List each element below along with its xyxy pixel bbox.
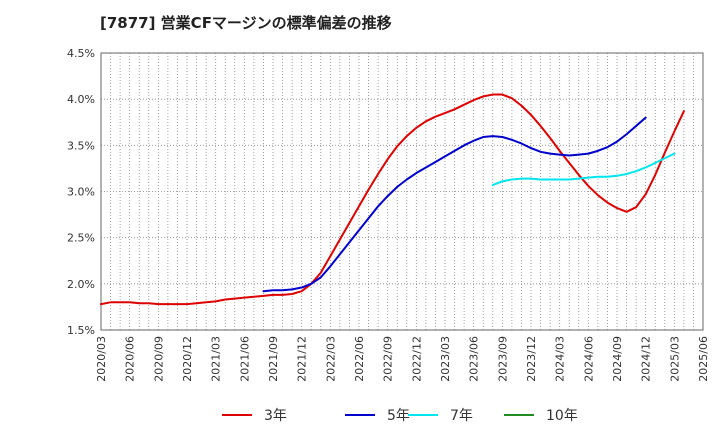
legend-item-3年: 3年 [222,408,287,424]
legend-label: 10年 [546,408,578,424]
legend-item-10年: 10年 [504,408,578,424]
y-tick-label: 3.5% [67,139,95,152]
legend-label: 3年 [264,408,287,424]
x-tick-label: 2022/06 [353,336,366,382]
x-tick-label: 2020/12 [181,336,194,382]
y-axis: 1.5% 2.0% 2.5% 3.0% 3.5% 4.0% 4.5% [67,47,95,337]
y-tick-label: 3.0% [67,186,95,199]
x-tick-label: 2025/06 [697,336,710,382]
x-tick-label: 2022/12 [410,336,423,382]
x-tick-label: 2024/09 [611,336,624,382]
x-tick-label: 2024/03 [554,336,567,382]
y-tick-label: 4.5% [67,47,95,60]
series-line-3年 [100,93,685,306]
y-tick-label: 1.5% [67,324,95,337]
x-tick-label: 2023/03 [439,336,452,382]
x-tick-label: 2020/06 [124,336,137,382]
y-tick-label: 2.5% [67,232,95,245]
x-tick-label: 2024/12 [640,336,653,382]
legend: 3年 5年 7年 10年 [222,408,578,424]
grid [100,52,704,331]
series-line-7年 [491,152,676,187]
x-tick-label: 2021/09 [267,336,280,382]
legend-label: 5年 [387,408,410,424]
legend-label: 7年 [450,408,473,424]
x-tick-label: 2021/03 [210,336,223,382]
x-tick-label: 2023/12 [525,336,538,382]
x-tick-label: 2021/06 [238,336,251,382]
y-tick-label: 2.0% [67,278,95,291]
series-line-5年 [262,116,647,293]
x-tick-label: 2022/09 [382,336,395,382]
x-axis: 2020/03 2020/06 2020/09 2020/12 2021/03 2021/… [95,336,710,382]
x-tick-label: 2023/09 [496,336,509,382]
x-tick-label: 2023/06 [468,336,481,382]
x-tick-label: 2021/12 [296,336,309,382]
legend-item-5年: 5年 [345,408,410,424]
x-tick-label: 2025/03 [668,336,681,382]
legend-item-7年: 7年 [408,408,473,424]
chart-title: [7877] 営業CFマージンの標準偏差の推移 [100,14,392,32]
y-tick-label: 4.0% [67,93,95,106]
x-tick-label: 2022/03 [324,336,337,382]
series-lines [100,93,685,306]
x-tick-label: 2020/09 [152,336,165,382]
x-tick-label: 2020/03 [95,336,108,382]
x-tick-label: 2024/06 [582,336,595,382]
plot-frame [100,52,704,331]
